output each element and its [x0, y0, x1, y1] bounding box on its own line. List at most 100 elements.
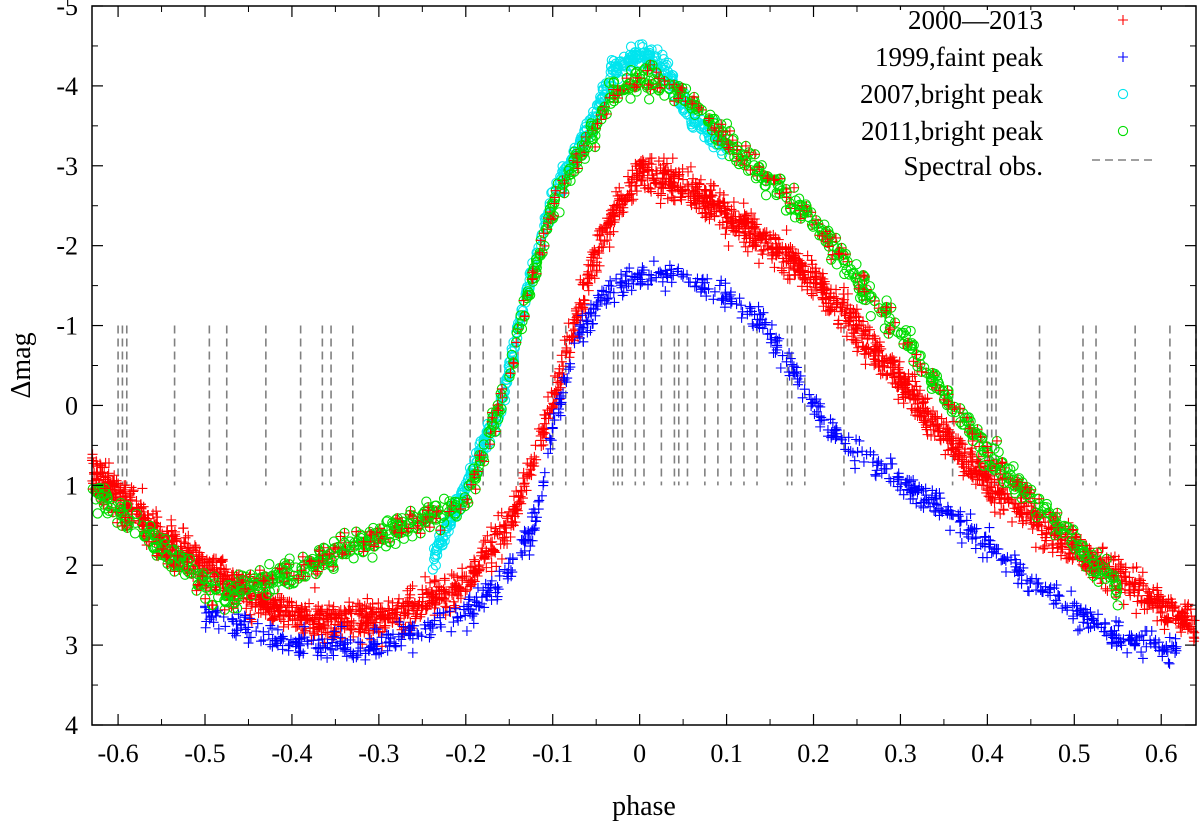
data-point [694, 191, 705, 202]
data-point [616, 194, 627, 205]
data-point [507, 554, 518, 565]
data-point [921, 424, 932, 435]
data-point [208, 553, 219, 564]
data-point [1138, 580, 1149, 591]
data-point [265, 620, 276, 631]
data-point [219, 571, 230, 582]
data-point [1038, 543, 1049, 554]
data-point [1007, 516, 1018, 527]
data-point [208, 617, 219, 628]
data-point [745, 303, 756, 314]
data-point [984, 522, 995, 533]
data-point [138, 501, 149, 512]
data-point [997, 554, 1008, 565]
data-point [611, 273, 622, 284]
data-point [657, 168, 668, 179]
data-point [601, 286, 612, 297]
data-point [410, 613, 421, 624]
data-point [989, 544, 1000, 555]
data-point [272, 602, 283, 613]
data-point [536, 490, 547, 501]
data-point [377, 613, 388, 624]
data-point [849, 455, 860, 466]
data-point [1060, 600, 1071, 611]
data-point [1135, 575, 1146, 586]
data-point [865, 347, 876, 358]
data-point [1018, 562, 1029, 573]
data-point [387, 629, 398, 640]
data-point [690, 177, 701, 188]
data-point [517, 493, 528, 504]
data-point [1037, 585, 1048, 596]
data-point [498, 520, 509, 531]
data-point [808, 290, 819, 301]
data-point [477, 592, 488, 603]
data-point [366, 607, 377, 618]
data-point [622, 192, 633, 203]
data-point [831, 293, 842, 304]
data-point [241, 627, 252, 638]
data-point [507, 567, 518, 578]
data-point [272, 606, 283, 617]
data-point [398, 533, 410, 544]
data-point [863, 348, 874, 359]
data-point [989, 507, 1000, 518]
data-point [1137, 653, 1148, 664]
data-point [291, 639, 302, 650]
data-point [403, 600, 414, 611]
data-point [390, 607, 401, 617]
data-point [587, 259, 598, 270]
data-point [1096, 622, 1107, 633]
data-point [725, 287, 736, 298]
data-point [860, 359, 871, 370]
data-point [902, 474, 913, 485]
data-point [103, 468, 114, 479]
data-point [626, 285, 637, 296]
data-point [851, 304, 862, 315]
data-point [697, 190, 708, 201]
data-point [243, 638, 254, 649]
data-point [519, 525, 530, 536]
data-point [842, 288, 853, 299]
data-point [368, 636, 379, 647]
data-point [1111, 630, 1122, 641]
data-point [1109, 551, 1120, 562]
data-point [744, 228, 755, 239]
data-point [736, 312, 747, 323]
data-point [599, 236, 610, 247]
data-point [602, 227, 613, 238]
data-point [228, 616, 239, 627]
data-point [1159, 624, 1170, 635]
data-point [1185, 604, 1196, 615]
data-point [871, 465, 882, 476]
data-point [360, 654, 371, 665]
data-point [435, 612, 446, 623]
data-point [1164, 658, 1175, 669]
data-point [623, 171, 634, 182]
data-point [1167, 640, 1178, 651]
data-point [400, 608, 411, 619]
data-point [861, 449, 872, 460]
data-point [837, 434, 848, 445]
data-point [955, 516, 966, 527]
data-point [704, 214, 715, 225]
data-point [117, 488, 128, 499]
data-point [1143, 586, 1154, 597]
data-point [486, 522, 497, 533]
data-point [609, 297, 620, 308]
data-point [660, 286, 671, 297]
data-point [1142, 604, 1153, 615]
data-point [985, 535, 996, 546]
data-point [539, 409, 550, 420]
data-point [1149, 637, 1159, 648]
data-point [748, 238, 759, 249]
data-point [749, 222, 760, 233]
data-point [1047, 538, 1058, 549]
data-point [1067, 554, 1078, 565]
data-point [591, 266, 602, 277]
data-point [806, 255, 817, 266]
data-point [831, 431, 842, 442]
data-point [303, 613, 314, 624]
data-point [706, 208, 717, 219]
data-point [682, 179, 693, 190]
